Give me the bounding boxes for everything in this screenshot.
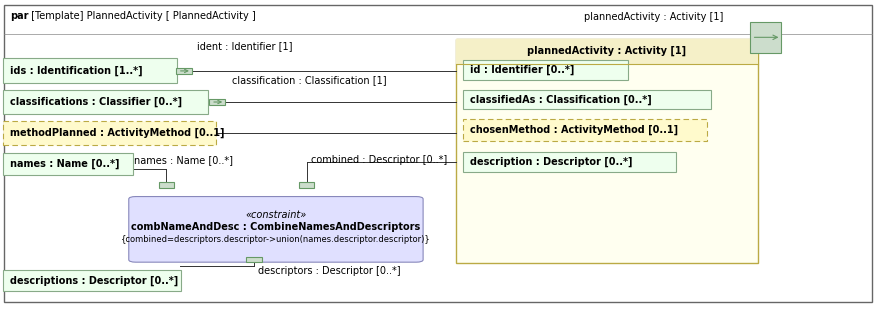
Text: plannedActivity : Activity [1]: plannedActivity : Activity [1] <box>527 46 686 57</box>
Text: «constraint»: «constraint» <box>245 210 307 220</box>
Bar <box>209 99 225 105</box>
Text: par: par <box>11 11 29 21</box>
Text: classification : Classification [1]: classification : Classification [1] <box>232 75 387 85</box>
FancyBboxPatch shape <box>463 60 628 80</box>
FancyBboxPatch shape <box>3 153 133 175</box>
Text: plannedActivity : Activity [1]: plannedActivity : Activity [1] <box>584 12 724 22</box>
Text: ident : Identifier [1]: ident : Identifier [1] <box>197 41 293 51</box>
Text: classifications : Classifier [0..*]: classifications : Classifier [0..*] <box>10 97 181 107</box>
Text: descriptions : Descriptor [0..*]: descriptions : Descriptor [0..*] <box>10 276 178 286</box>
Bar <box>750 22 781 53</box>
Text: descriptors : Descriptor [0..*]: descriptors : Descriptor [0..*] <box>258 266 401 276</box>
FancyBboxPatch shape <box>3 121 216 145</box>
FancyBboxPatch shape <box>3 90 208 114</box>
Text: {combined=descriptors.descriptor->union(names.descriptor.descriptor)}: {combined=descriptors.descriptor->union(… <box>121 235 431 244</box>
Text: combined : Descriptor [0..*]: combined : Descriptor [0..*] <box>311 155 448 165</box>
Bar <box>299 182 314 188</box>
Bar <box>176 68 192 74</box>
Text: combNameAndDesc : CombineNamesAndDescriptors: combNameAndDesc : CombineNamesAndDescrip… <box>131 222 420 232</box>
Text: methodPlanned : ActivityMethod [0..1]: methodPlanned : ActivityMethod [0..1] <box>10 128 224 138</box>
FancyBboxPatch shape <box>3 270 181 291</box>
FancyBboxPatch shape <box>463 119 707 141</box>
Text: classifiedAs : Classification [0..*]: classifiedAs : Classification [0..*] <box>470 94 651 105</box>
FancyBboxPatch shape <box>463 90 711 109</box>
FancyBboxPatch shape <box>129 197 423 262</box>
Text: ids : Identification [1..*]: ids : Identification [1..*] <box>10 66 142 76</box>
Bar <box>456 39 758 263</box>
Text: names : Name [0..*]: names : Name [0..*] <box>10 159 119 169</box>
Text: [Template] PlannedActivity [ PlannedActivity ]: [Template] PlannedActivity [ PlannedActi… <box>28 11 256 21</box>
Text: names : Name [0..*]: names : Name [0..*] <box>134 155 233 165</box>
Bar <box>159 182 174 188</box>
Text: chosenMethod : ActivityMethod [0..1]: chosenMethod : ActivityMethod [0..1] <box>470 125 678 135</box>
Text: id : Identifier [0..*]: id : Identifier [0..*] <box>470 65 574 75</box>
Bar <box>246 257 262 262</box>
Bar <box>456 39 758 64</box>
FancyBboxPatch shape <box>3 58 177 83</box>
FancyBboxPatch shape <box>463 152 676 172</box>
Text: description : Descriptor [0..*]: description : Descriptor [0..*] <box>470 156 632 167</box>
